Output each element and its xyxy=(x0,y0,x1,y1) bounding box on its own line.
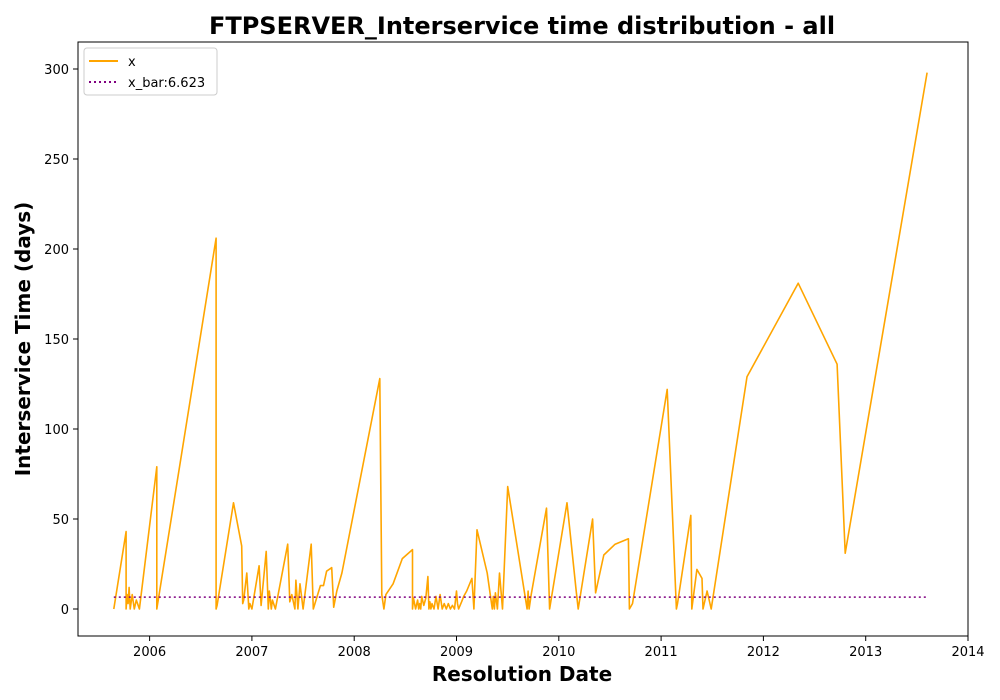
x-axis: 2006 2007 2008 2009 2010 2011 2012 2013 2014 xyxy=(133,636,985,660)
y-tick-label: 250 xyxy=(44,153,69,168)
chart-title: FTPSERVER_Interservice time distribution… xyxy=(209,12,835,40)
x-tick-label: 2006 xyxy=(133,645,166,660)
y-tick-label: 200 xyxy=(44,243,69,258)
y-tick-label: 300 xyxy=(44,63,69,78)
legend-label-x: x xyxy=(128,55,136,70)
y-axis-label: Interservice Time (days) xyxy=(11,202,35,477)
x-tick-label: 2011 xyxy=(645,645,678,660)
y-tick-label: 50 xyxy=(52,513,69,528)
x-axis-label: Resolution Date xyxy=(432,662,612,686)
y-tick-label: 100 xyxy=(44,423,69,438)
x-tick-label: 2012 xyxy=(747,645,780,660)
x-tick-label: 2009 xyxy=(440,645,473,660)
y-tick-label: 0 xyxy=(61,603,69,618)
legend: x x_bar:6.623 xyxy=(83,47,218,96)
plot-area xyxy=(113,72,928,610)
x-tick-label: 2008 xyxy=(338,645,371,660)
y-tick-label: 150 xyxy=(44,333,69,348)
x-tick-label: 2010 xyxy=(542,645,575,660)
x-tick-label: 2013 xyxy=(849,645,882,660)
series-line-x xyxy=(113,72,928,610)
x-tick-label: 2007 xyxy=(235,645,268,660)
y-axis: 0 50 100 150 200 250 300 xyxy=(44,63,78,618)
plot-frame xyxy=(77,41,969,637)
legend-label-x-bar: x_bar:6.623 xyxy=(128,76,205,91)
legend-box xyxy=(83,47,218,96)
x-tick-label: 2014 xyxy=(951,645,984,660)
